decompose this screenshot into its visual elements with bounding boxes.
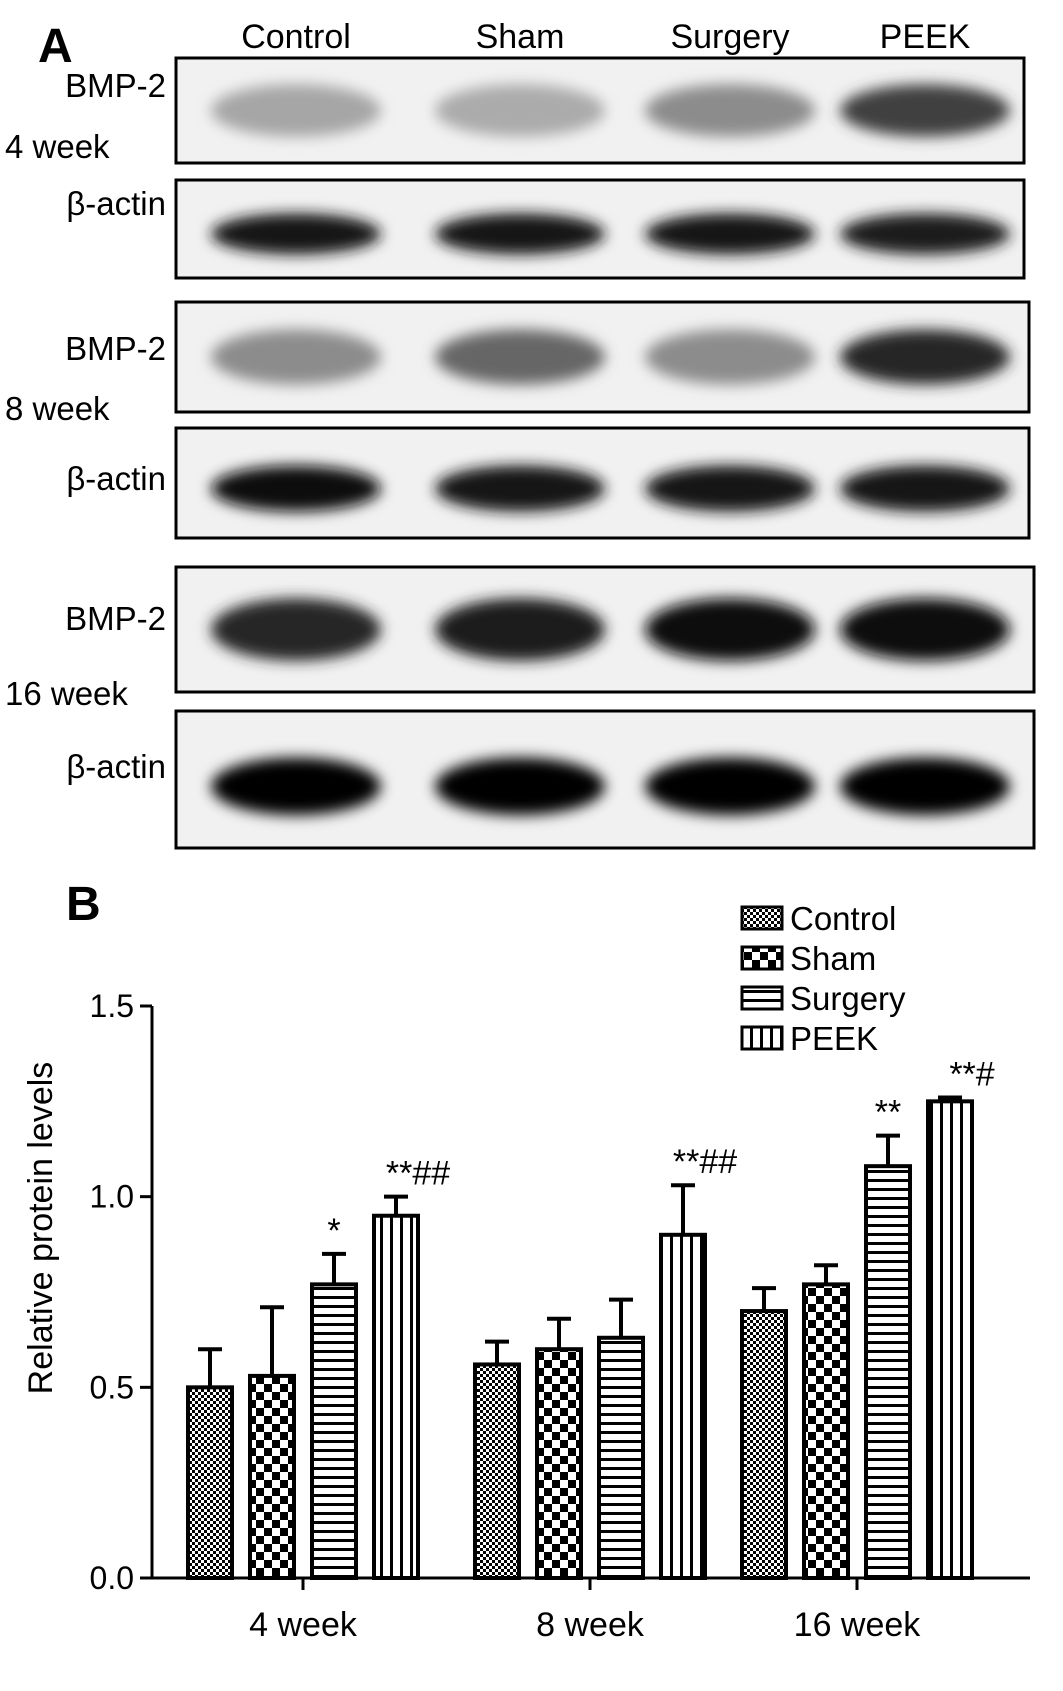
bar-control-8-week <box>473 1362 521 1581</box>
significance-peek-16-week: **# <box>949 1056 994 1094</box>
band-actin-surgery-6 <box>645 757 815 816</box>
significance-surgery-16-week: ** <box>875 1094 901 1132</box>
blot-protein-label: β-actin <box>66 748 166 785</box>
band-actin-control-2 <box>211 213 381 255</box>
x-axis: 4 week 8 week 16 week <box>152 1576 1030 1644</box>
x-tick-label: 4 week <box>249 1606 358 1644</box>
band-actin-control-6 <box>211 757 381 816</box>
blot-protein-label: BMP-2 <box>65 330 166 367</box>
band-actin-surgery-2 <box>645 213 815 255</box>
y-tick-label: 1.0 <box>90 1179 134 1215</box>
band-actin-peek-2 <box>840 213 1010 255</box>
bar-sham-16-week <box>802 1282 850 1580</box>
panel-b-label: B <box>66 878 101 931</box>
band-actin-sham-6 <box>435 757 605 816</box>
y-tick-label: 1.5 <box>90 988 134 1024</box>
lane-header-surgery: Surgery <box>670 18 789 56</box>
band-actin-sham-2 <box>435 213 605 255</box>
band-actin-sham-4 <box>435 465 605 512</box>
x-tick-label: 8 week <box>536 1606 645 1644</box>
band-actin-control-4 <box>211 465 381 512</box>
legend-label-peek: PEEK <box>790 1020 878 1057</box>
band-bmp-2-sham-1 <box>435 84 605 137</box>
lane-header-sham: Sham <box>476 18 565 56</box>
legend-swatch-surgery <box>740 985 784 1011</box>
legend-swatch-control <box>740 905 784 931</box>
y-tick-label: 0.0 <box>90 1560 134 1596</box>
blot-timepoint-label: 16 week <box>5 675 128 712</box>
blot-protein-label: BMP-2 <box>65 600 166 637</box>
bar-sham-4-week <box>248 1373 296 1580</box>
band-bmp-2-peek-5 <box>840 598 1010 661</box>
blot-protein-label: β-actin <box>66 460 166 497</box>
bar-peek-8-week <box>659 1232 707 1581</box>
bar-peek-4-week <box>372 1213 420 1580</box>
bar-control-16-week <box>740 1309 788 1580</box>
bar-surgery-4-week <box>310 1282 358 1580</box>
lane-header-peek: PEEK <box>880 18 971 56</box>
band-bmp-2-peek-1 <box>840 84 1010 137</box>
y-tick-label: 0.5 <box>90 1369 134 1405</box>
band-bmp-2-surgery-3 <box>645 329 815 385</box>
band-bmp-2-control-1 <box>211 84 381 137</box>
legend-label-surgery: Surgery <box>790 980 906 1017</box>
blot-protein-label: β-actin <box>66 185 166 222</box>
legend-swatch-sham <box>740 945 784 971</box>
panel-b-bar-chart: B Relative protein levels 0.0 0.5 1.0 1.5 4… <box>22 878 1030 1644</box>
significance-surgery-4-week: * <box>327 1212 340 1250</box>
band-bmp-2-control-5 <box>211 598 381 661</box>
blot-timepoint-label: 8 week <box>5 390 110 427</box>
band-actin-peek-6 <box>840 757 1010 816</box>
significance-peek-4-week: **## <box>386 1155 450 1193</box>
bar-control-4-week <box>186 1385 234 1581</box>
band-bmp-2-peek-3 <box>840 329 1010 385</box>
panel-a-label: A <box>38 20 73 73</box>
lane-headers: Control Sham Surgery PEEK <box>241 18 970 56</box>
legend-label-sham: Sham <box>790 940 876 977</box>
band-actin-surgery-4 <box>645 465 815 512</box>
band-actin-peek-4 <box>840 465 1010 512</box>
y-axis-label: Relative protein levels <box>22 1062 60 1395</box>
bar-surgery-8-week <box>597 1335 645 1581</box>
band-bmp-2-control-3 <box>211 329 381 385</box>
band-bmp-2-surgery-1 <box>645 84 815 137</box>
band-bmp-2-sham-5 <box>435 598 605 661</box>
y-axis: 0.0 0.5 1.0 1.5 <box>90 988 154 1596</box>
bars: * **## **## ** **# <box>186 1056 995 1581</box>
bar-peek-16-week <box>926 1099 974 1581</box>
significance-peek-8-week: **## <box>673 1143 737 1181</box>
panel-a-western-blot: A Control Sham Surgery PEEK BMP-2 4 week β… <box>5 18 1036 850</box>
band-bmp-2-surgery-5 <box>645 598 815 661</box>
lane-header-control: Control <box>241 18 351 56</box>
x-tick-label: 16 week <box>794 1606 922 1644</box>
legend-label-control: Control <box>790 900 896 937</box>
blot-timepoint-label: 4 week <box>5 128 110 165</box>
blot-protein-label: BMP-2 <box>65 67 166 104</box>
band-bmp-2-sham-3 <box>435 329 605 385</box>
blot-strips: BMP-2 4 week β-actin BMP-2 8 week β-actin BMP-… <box>5 56 1036 850</box>
legend-swatch-peek <box>740 1025 784 1051</box>
bar-surgery-16-week <box>864 1164 912 1581</box>
bar-sham-8-week <box>535 1347 583 1580</box>
